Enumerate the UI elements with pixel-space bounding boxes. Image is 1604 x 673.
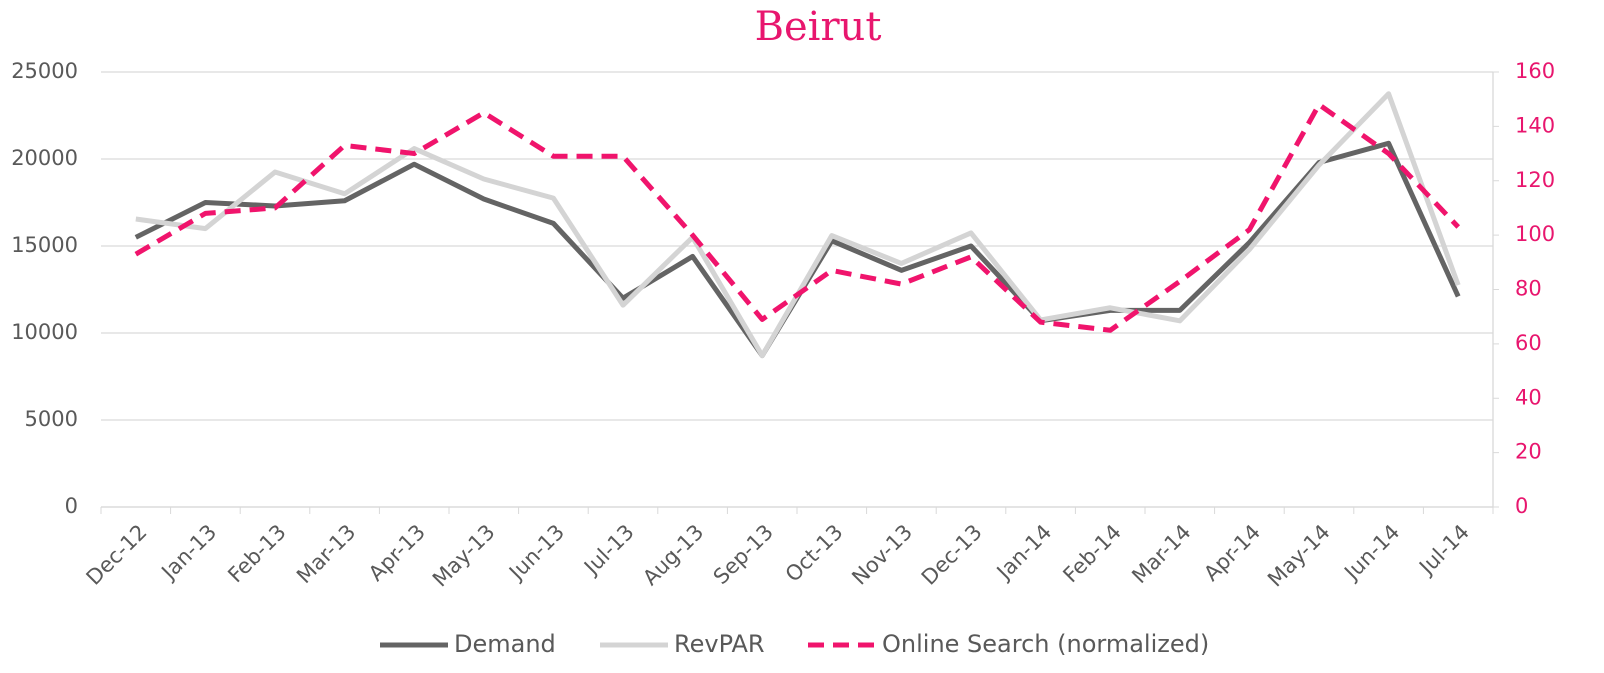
x-tick-label: Jun-13 [503,520,569,586]
x-tick-label: Mar-14 [1127,520,1195,588]
x-tick-label: Dec-13 [917,520,987,590]
x-tick-label: Mar-13 [292,520,360,588]
y-tick-label: 5000 [25,407,78,431]
x-tick-label: Aug-13 [638,520,708,590]
y2-tick-label: 80 [1515,277,1542,301]
x-tick-label: Jan-14 [991,520,1057,586]
x-tick-label: Nov-13 [847,520,917,590]
series-line [134,102,1461,333]
x-tick-label: Oct-13 [781,520,848,587]
x-tick-label: Feb-13 [223,520,291,588]
series-line [134,140,1461,359]
y2-tick-label: 60 [1515,331,1542,355]
legend-label: Online Search (normalized) [882,630,1209,658]
series-line [135,91,1461,359]
y-tick-label: 25000 [11,59,78,83]
x-tick-label: Sep-13 [709,520,778,589]
y2-tick-label: 100 [1515,222,1555,246]
chart-title: Beirut [755,4,882,50]
legend-label: Demand [454,630,556,658]
y-tick-label: 0 [65,494,78,518]
y2-tick-label: 20 [1515,440,1542,464]
x-tick-label: May-13 [428,520,500,592]
x-tick-label: Apr-13 [364,520,430,586]
y2-tick-label: 40 [1515,385,1542,409]
legend-label: RevPAR [674,630,765,658]
y-tick-label: 10000 [11,320,78,344]
y2-tick-label: 160 [1515,59,1555,83]
x-tick-label: May-14 [1263,520,1335,592]
x-tick-label: Jan-13 [156,520,222,586]
x-tick-label: Jul-14 [1413,520,1474,581]
x-tick-label: Jul-13 [578,520,639,581]
y2-tick-label: 120 [1515,168,1555,192]
x-tick-label: Apr-14 [1199,520,1265,586]
x-tick-label: Dec-12 [82,520,152,590]
x-tick-label: Jun-14 [1339,520,1405,586]
y2-tick-label: 140 [1515,113,1555,137]
x-tick-label: Feb-14 [1058,520,1126,588]
y-tick-label: 15000 [11,233,78,257]
y2-tick-label: 0 [1515,494,1528,518]
y-tick-label: 20000 [11,146,78,170]
